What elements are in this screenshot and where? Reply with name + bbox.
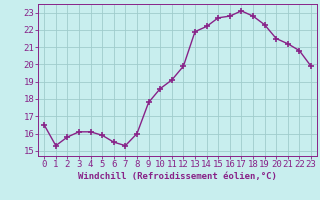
X-axis label: Windchill (Refroidissement éolien,°C): Windchill (Refroidissement éolien,°C) xyxy=(78,172,277,181)
